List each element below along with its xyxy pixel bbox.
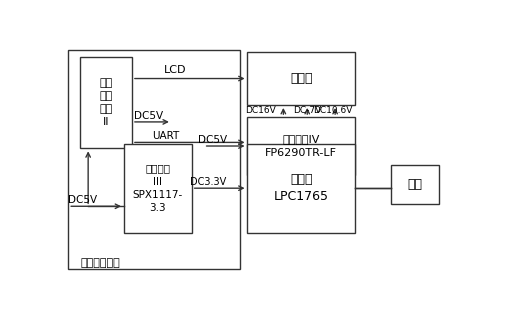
Bar bbox=[248, 117, 355, 175]
Text: 电源芯片IV
FP6290TR-LF: 电源芯片IV FP6290TR-LF bbox=[265, 134, 337, 158]
Text: UART: UART bbox=[152, 131, 179, 141]
Text: 电源芯片
III
SPX1117-
3.3: 电源芯片 III SPX1117- 3.3 bbox=[133, 163, 183, 213]
Text: DC5V: DC5V bbox=[68, 195, 97, 205]
Text: DC3.3V: DC3.3V bbox=[190, 177, 226, 187]
Text: 按键: 按键 bbox=[407, 178, 423, 191]
Text: 液晶屏: 液晶屏 bbox=[290, 72, 313, 85]
Bar bbox=[248, 144, 355, 233]
Bar bbox=[80, 57, 132, 148]
Bar bbox=[391, 165, 439, 204]
Bar bbox=[68, 50, 240, 269]
Text: DC5V: DC5V bbox=[134, 111, 163, 121]
Bar bbox=[124, 144, 192, 233]
Text: DC10.6V: DC10.6V bbox=[313, 106, 353, 115]
Text: DC-7V: DC-7V bbox=[293, 106, 322, 115]
Text: 单片机
LPC1765: 单片机 LPC1765 bbox=[274, 173, 329, 203]
Text: 液晶
按键
接口
II: 液晶 按键 接口 II bbox=[99, 78, 113, 127]
Text: 液晶按键单元: 液晶按键单元 bbox=[80, 258, 120, 268]
Text: DC5V: DC5V bbox=[198, 135, 227, 145]
Bar bbox=[248, 52, 355, 105]
Text: DC16V: DC16V bbox=[246, 106, 276, 115]
Text: LCD: LCD bbox=[164, 65, 187, 75]
